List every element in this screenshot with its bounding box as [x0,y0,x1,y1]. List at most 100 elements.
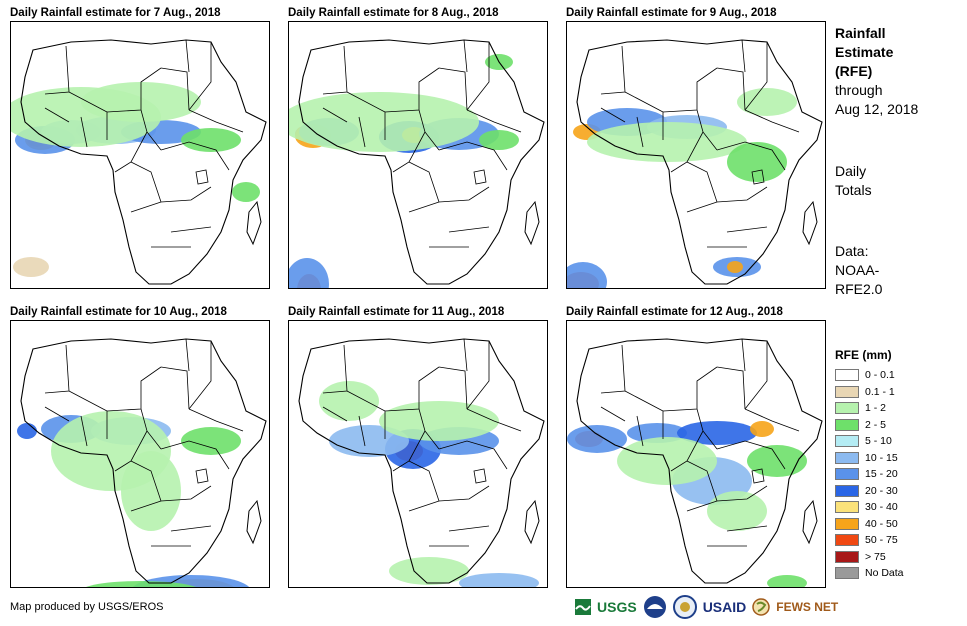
legend-label: 0.1 - 1 [865,385,895,398]
country-border [463,338,468,372]
legend-swatch [835,567,859,579]
rainfall-area [13,257,49,277]
country-border [600,107,626,123]
rainfall-area [727,261,743,273]
country-border [44,344,70,394]
legend-item: 5 - 10 [835,433,904,449]
legend-swatch [835,468,859,480]
legend: RFE (mm) 0 - 0.1 0.1 - 1 1 - 2 2 - 5 5 - 10 1… [835,348,904,582]
rainfall-map [10,320,270,588]
usgs-wave-icon [575,599,591,615]
legend-label: 1 - 2 [865,402,887,414]
madagascar-outline [246,499,262,545]
totals-line: Totals [835,182,872,198]
country-border [160,186,212,203]
rainfall-area [319,381,379,421]
country-border [130,460,162,502]
country-border [322,45,348,95]
legend-swatch [835,484,859,497]
coastline [298,338,545,584]
coastline [576,39,823,285]
through-date: Aug 12, 2018 [835,101,919,117]
lake-outline [473,468,487,484]
legend-item: 1 - 2 [835,400,904,416]
rainfall-area [737,88,797,116]
madagascar-outline [524,499,540,545]
fewsnet-logo: FEWS NET [776,600,839,614]
rainfall-area [379,401,499,441]
country-border [130,500,162,512]
legend-label: No Data [865,567,904,579]
country-border [716,440,786,470]
panel-title: Daily Rainfall estimate for 9 Aug., 2018 [566,7,777,19]
credit-text: Map produced by USGS/EROS [10,601,164,613]
country-border [466,341,490,410]
legend-item: No Data [835,565,904,581]
country-border [463,39,468,73]
legend-item: 15 - 20 [835,466,904,482]
country-border [600,45,626,95]
country-border [188,341,212,410]
rainfall-area [232,182,260,202]
usgs-logo: USGS [597,599,637,615]
rainfall-area [767,575,807,587]
rainfall-map [288,21,548,289]
legend-swatch [835,385,859,398]
country-border [466,42,490,111]
country-border [741,338,746,372]
country-border [438,141,508,171]
legend-item: 10 - 15 [835,450,904,466]
country-border [322,406,348,422]
madagascar-outline [802,200,818,246]
legend-swatch [835,418,859,431]
lake-outline [473,169,487,185]
country-border [358,116,366,148]
country-border [744,408,800,432]
country-border [384,366,440,412]
country-border [188,109,244,133]
country-border [466,408,522,432]
legend-item: 0 - 0.1 [835,367,904,383]
panel-title: Daily Rainfall estimate for 8 Aug., 2018 [288,7,499,19]
data-line: RFE2.0 [835,281,883,297]
data-source: Data: NOAA- RFE2.0 [835,242,882,299]
country-border [438,186,490,203]
legend-label: 20 - 30 [865,484,898,497]
legend-swatch [835,534,859,546]
country-border [438,440,508,470]
data-line: Data: [835,243,869,259]
country-border [170,525,212,532]
usaid-logo: USAID [702,599,747,615]
panel-aug-7: Daily Rainfall estimate for 7 Aug., 2018 [10,5,270,289]
rainfall-area [567,425,627,453]
country-border [408,161,440,203]
country-border [44,406,70,422]
country-border [716,366,746,410]
country-border [662,67,718,113]
legend-label: 2 - 5 [865,418,887,431]
legend-label: 40 - 50 [865,517,898,530]
country-border [80,116,88,148]
rainfall-area [587,122,747,162]
dos-seal-icon [672,595,697,619]
rainfall-area [181,427,241,455]
rainfall-area [479,130,519,150]
coastline [20,338,267,584]
country-border [106,67,162,113]
legend-label: 15 - 20 [865,468,898,480]
legend-item: 20 - 30 [835,483,904,499]
country-border [185,39,190,73]
country-border [44,107,70,123]
country-border [686,201,718,213]
country-border [636,415,644,447]
country-border [438,485,490,502]
rainfall-map [10,21,270,289]
lake-outline [195,169,209,185]
lake-outline [751,169,765,185]
legend-item: 2 - 5 [835,417,904,433]
country-border [130,161,162,203]
legend-swatch [835,501,859,513]
country-border [466,109,522,133]
coastline [576,338,823,584]
country-border [726,226,768,233]
